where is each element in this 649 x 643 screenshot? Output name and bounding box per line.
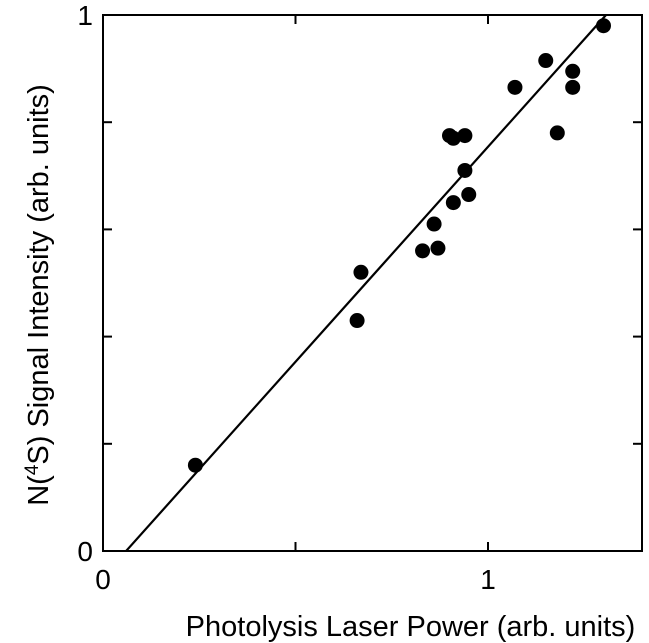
x-axis-label: Photolysis Laser Power (arb. units): [186, 611, 636, 643]
tick-labels-layer: 0 1 0 1: [77, 0, 495, 595]
data-point-10: [445, 195, 461, 211]
y-axis-label-suffix: S) Signal Intensity (arb. units): [23, 84, 55, 464]
y-axis-label-prefix: N(: [23, 475, 55, 506]
data-point-12: [507, 79, 523, 95]
data-point-17: [596, 18, 611, 34]
data-point-11: [461, 187, 477, 203]
data-point-5: [430, 240, 446, 256]
x-tick-label-0: 0: [95, 564, 111, 595]
data-point-13: [538, 53, 554, 69]
fit-line: [125, 14, 607, 552]
data-point-0: [187, 457, 203, 473]
y-axis-label-superscript: 4: [22, 464, 43, 475]
points-layer: [187, 18, 611, 473]
x-tick-label-2: 1: [480, 564, 496, 595]
fit-layer: [125, 14, 607, 552]
data-point-16: [565, 79, 581, 95]
data-point-14: [549, 125, 565, 141]
ticks-layer: [102, 14, 642, 552]
data-point-7: [445, 130, 461, 146]
data-point-9: [457, 162, 473, 178]
data-point-8: [457, 128, 473, 144]
plot-frame: [102, 14, 643, 552]
y-axis-label: N(4S) Signal Intensity (arb. units): [22, 84, 56, 506]
y-tick-label-0: 0: [77, 536, 93, 567]
data-point-2: [353, 264, 369, 280]
data-point-3: [415, 243, 431, 259]
y-tick-label-5: 1: [77, 0, 93, 31]
data-point-1: [349, 313, 365, 329]
data-point-4: [426, 216, 442, 232]
data-point-15: [565, 63, 581, 79]
